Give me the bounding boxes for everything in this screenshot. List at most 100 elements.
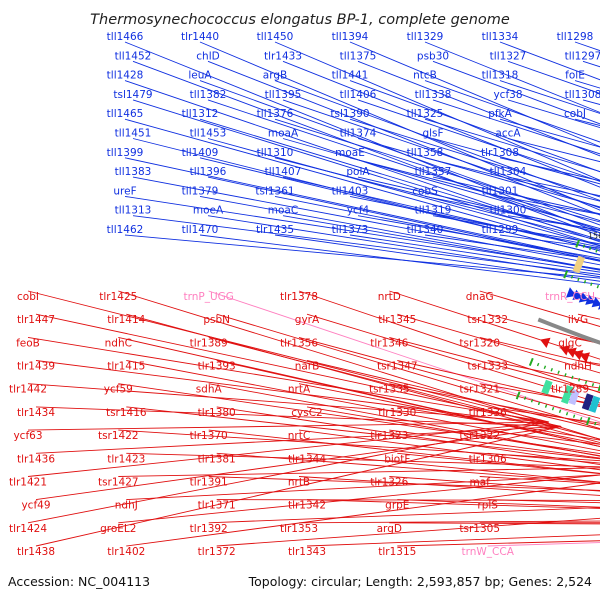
gene-label: tlr1402 [107, 546, 145, 558]
accession-text: Accession: NC_004113 [8, 574, 150, 589]
label-connector [208, 383, 600, 457]
label-connector [424, 234, 600, 261]
gene-label: tlr1343 [288, 546, 326, 558]
label-connector [282, 176, 600, 250]
label-connector [126, 313, 600, 444]
label-connector [199, 118, 600, 241]
gene-label: polA [346, 166, 370, 178]
label-connector [306, 313, 600, 404]
gene-label: tlr1315 [378, 546, 416, 558]
reverse-gene-arrow [573, 350, 584, 361]
label-connector [349, 195, 600, 248]
gene-label: tll1373 [332, 224, 369, 236]
label-connector [282, 99, 600, 209]
label-connector [27, 290, 550, 423]
label-connector [274, 80, 600, 201]
label-connector [282, 215, 600, 271]
gene-label: glgC [558, 337, 582, 349]
reverse-gene-arrow [540, 337, 551, 348]
gene-label: trnR_CCU [545, 291, 595, 303]
ring-tick [530, 399, 534, 403]
gene-label: dnaG [466, 291, 494, 303]
gene-label: gyrA [295, 314, 320, 326]
gene-label: tsr1422 [98, 430, 139, 442]
label-connector [216, 360, 600, 448]
gene-label: rplS [477, 500, 498, 512]
label-connector [124, 195, 600, 270]
ring-tick [537, 401, 541, 406]
gene-label: tlr1326 [370, 477, 408, 489]
gene-label: tlr1389 [190, 337, 228, 349]
reverse-gene-arrow [579, 352, 590, 363]
label-connector [208, 476, 600, 491]
ring-tick [572, 414, 576, 418]
gene-label: tsr1321 [459, 384, 500, 396]
gene-label: tll1338 [415, 89, 452, 101]
ring-tick [596, 284, 600, 289]
label-connector [432, 60, 600, 125]
gene-label: tll1327 [490, 50, 527, 62]
gene-label: tll1409 [182, 147, 219, 159]
forward-gene-arrow [585, 294, 596, 305]
label-connector [349, 80, 600, 173]
ring-tick [582, 244, 586, 248]
gene-label: psb30 [417, 50, 449, 62]
gene-label: tll1374 [340, 128, 377, 140]
gene-label: tlr1381 [198, 453, 236, 465]
gene-label: tlr1380 [198, 407, 236, 419]
gene-label: tll1462 [107, 224, 144, 236]
label-connector [389, 522, 600, 525]
gene-label: tlr1415 [107, 361, 145, 373]
gene-label: moaC [268, 205, 298, 217]
label-connector [432, 176, 600, 215]
label-connector [208, 507, 600, 524]
gene-label: tll1299 [482, 224, 519, 236]
label-connector [357, 176, 600, 234]
label-connector [118, 474, 600, 524]
gene-label: cysC2 [291, 407, 322, 419]
genome-title: Thermosynechococcus elongatus BP-1, comp… [90, 12, 510, 28]
label-connector [199, 80, 600, 226]
label-connector [27, 336, 550, 423]
gene-label: tll1383 [115, 166, 152, 178]
label-connector [118, 429, 600, 462]
gene-label: tlr1391 [190, 477, 228, 489]
gene-label: tsl1390 [330, 108, 369, 120]
label-connector [298, 476, 600, 496]
ring-tick [557, 370, 560, 375]
label-connector [208, 429, 600, 474]
forward-gene-arrow [578, 292, 590, 303]
label-connector [126, 474, 600, 501]
gene-label: tll1394 [332, 31, 369, 43]
label-connector [389, 476, 600, 492]
gene-label: folE [565, 70, 585, 82]
gene-label: tsr1416 [106, 407, 147, 419]
gene-label: tll1358 [407, 147, 444, 159]
label-connector [126, 360, 600, 452]
gene-label: ycf4 [347, 205, 370, 217]
label-connector [27, 421, 550, 524]
gene-label: nrtC [288, 430, 310, 442]
gene-label: tlr1392 [190, 523, 228, 535]
label-connector [397, 540, 600, 547]
gene-label: tll1357 [415, 166, 452, 178]
label-connector [274, 118, 600, 222]
reverse-gene-labels: cobI tlr1447 feoB tlr1439 tlr1442 tlr1434 ycf6… [9, 291, 595, 558]
gene-label: tsl1479 [113, 89, 152, 101]
gene-label: tlr1372 [198, 546, 236, 558]
gene-features [540, 255, 600, 413]
label-connector [118, 467, 600, 477]
label-connector [199, 195, 600, 271]
label-connector [349, 157, 600, 223]
gene-label: tlr1344 [288, 453, 326, 465]
gene-label: feoB [16, 337, 40, 349]
label-connector [424, 41, 600, 113]
gene-label: ycf59 [104, 384, 133, 396]
gene-label: ndhH [564, 361, 592, 373]
reverse-gene-arrow [566, 347, 577, 358]
forward-gene-labels: tll1466 tll1452 tll1428 tsl1479 tll1465 tll14… [107, 31, 600, 236]
gene-label: tll1382 [190, 89, 227, 101]
label-connector [124, 41, 600, 234]
forward-gene-arrow [591, 296, 600, 308]
